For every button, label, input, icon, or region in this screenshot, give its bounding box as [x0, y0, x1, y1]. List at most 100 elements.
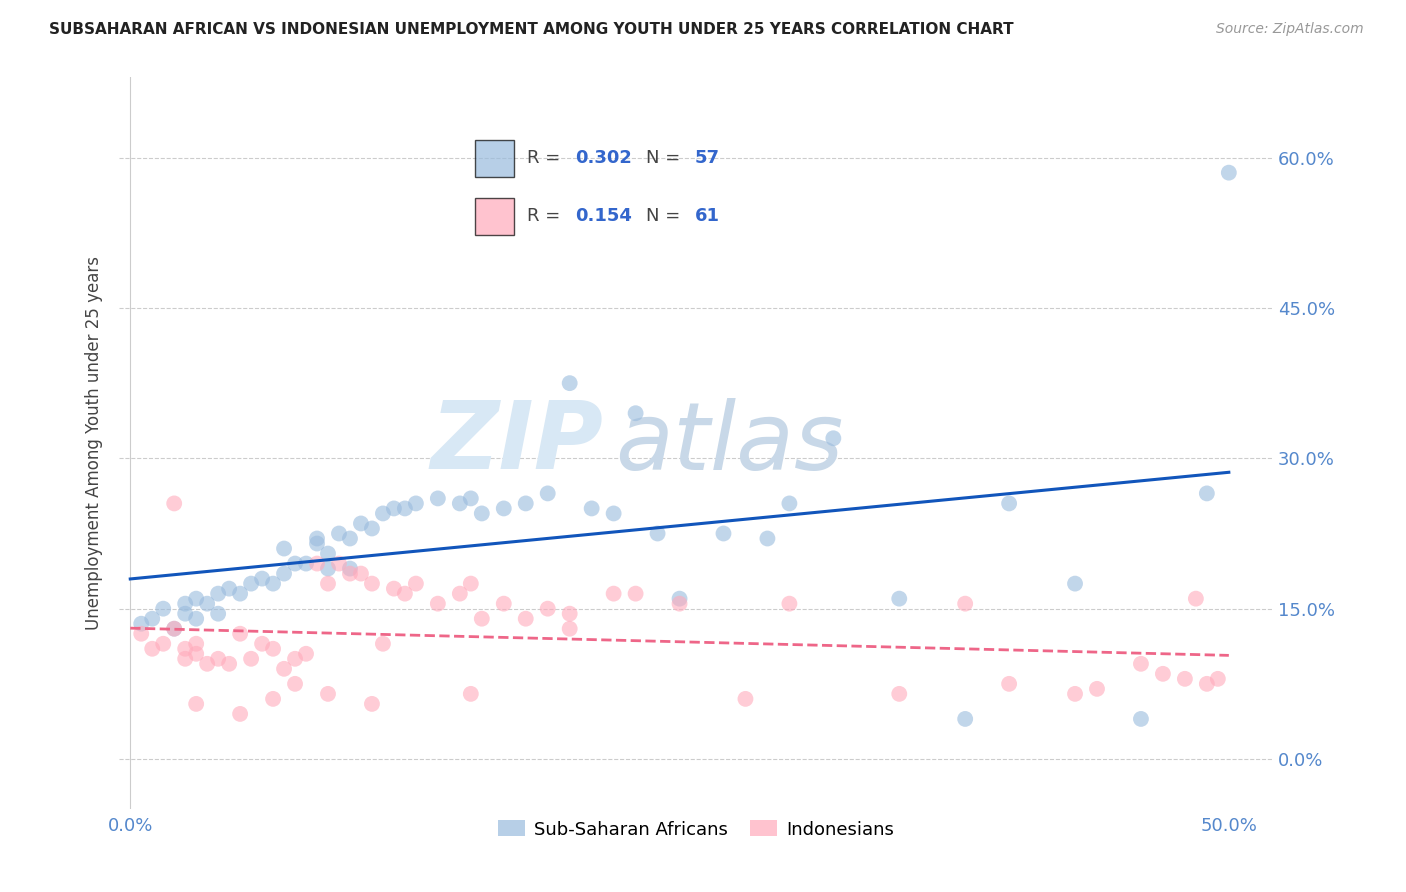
Point — [273, 566, 295, 581]
Point — [460, 491, 482, 506]
Point — [207, 587, 229, 601]
Point — [426, 491, 449, 506]
Point — [602, 507, 624, 521]
Point — [1174, 672, 1197, 686]
Point — [305, 557, 328, 571]
Point — [339, 566, 361, 581]
Point — [394, 587, 416, 601]
Point — [305, 532, 328, 546]
Point — [426, 597, 449, 611]
Point — [449, 587, 471, 601]
Point — [492, 501, 515, 516]
Point — [668, 597, 690, 611]
Point — [460, 687, 482, 701]
Point — [1129, 712, 1152, 726]
Point — [624, 587, 647, 601]
Point — [558, 376, 581, 391]
Point — [371, 507, 394, 521]
Point — [361, 521, 384, 535]
Point — [250, 572, 273, 586]
Point — [229, 626, 252, 640]
Point — [229, 706, 252, 721]
Point — [602, 587, 624, 601]
Point — [218, 657, 240, 671]
Point — [141, 641, 163, 656]
Point — [361, 576, 384, 591]
Point — [624, 406, 647, 420]
Point — [382, 582, 405, 596]
Point — [316, 561, 339, 575]
Point — [262, 641, 284, 656]
Point — [558, 622, 581, 636]
Point — [405, 576, 427, 591]
Point — [163, 622, 186, 636]
Text: Source: ZipAtlas.com: Source: ZipAtlas.com — [1216, 22, 1364, 37]
Point — [1152, 666, 1174, 681]
Point — [515, 496, 537, 510]
Point — [1185, 591, 1208, 606]
Point — [405, 496, 427, 510]
Point — [152, 637, 174, 651]
Point — [195, 657, 218, 671]
Point — [449, 496, 471, 510]
Point — [229, 587, 252, 601]
Point — [668, 591, 690, 606]
Text: ZIP: ZIP — [430, 397, 603, 490]
Point — [295, 647, 318, 661]
Point — [889, 687, 911, 701]
Legend: Sub-Saharan Africans, Indonesians: Sub-Saharan Africans, Indonesians — [492, 815, 900, 844]
Point — [339, 532, 361, 546]
Point — [492, 597, 515, 611]
Point — [262, 576, 284, 591]
Point — [207, 652, 229, 666]
Point — [998, 496, 1021, 510]
Point — [823, 431, 845, 445]
Point — [998, 677, 1021, 691]
Point — [186, 647, 208, 661]
Point — [240, 576, 263, 591]
Point — [647, 526, 669, 541]
Point — [305, 536, 328, 550]
Point — [328, 526, 350, 541]
Point — [382, 501, 405, 516]
Point — [295, 557, 318, 571]
Point — [218, 582, 240, 596]
Point — [537, 601, 560, 615]
Point — [141, 612, 163, 626]
Point — [186, 591, 208, 606]
Point — [889, 591, 911, 606]
Point — [250, 637, 273, 651]
Point — [581, 501, 603, 516]
Point — [339, 561, 361, 575]
Point — [460, 576, 482, 591]
Point — [163, 622, 186, 636]
Point — [515, 612, 537, 626]
Point — [350, 566, 373, 581]
Point — [129, 616, 152, 631]
Point — [1195, 677, 1218, 691]
Point — [174, 607, 197, 621]
Point — [1064, 576, 1087, 591]
Point — [174, 597, 197, 611]
Point — [195, 597, 218, 611]
Point — [316, 687, 339, 701]
Point — [129, 626, 152, 640]
Text: SUBSAHARAN AFRICAN VS INDONESIAN UNEMPLOYMENT AMONG YOUTH UNDER 25 YEARS CORRELA: SUBSAHARAN AFRICAN VS INDONESIAN UNEMPLO… — [49, 22, 1014, 37]
Point — [713, 526, 735, 541]
Point — [174, 652, 197, 666]
Point — [1206, 672, 1229, 686]
Point — [756, 532, 779, 546]
Point — [537, 486, 560, 500]
Point — [953, 597, 976, 611]
Point — [953, 712, 976, 726]
Point — [284, 557, 307, 571]
Point — [316, 576, 339, 591]
Point — [471, 507, 494, 521]
Point — [316, 547, 339, 561]
Point — [152, 601, 174, 615]
Point — [186, 697, 208, 711]
Point — [262, 691, 284, 706]
Point — [350, 516, 373, 531]
Point — [1218, 166, 1240, 180]
Point — [558, 607, 581, 621]
